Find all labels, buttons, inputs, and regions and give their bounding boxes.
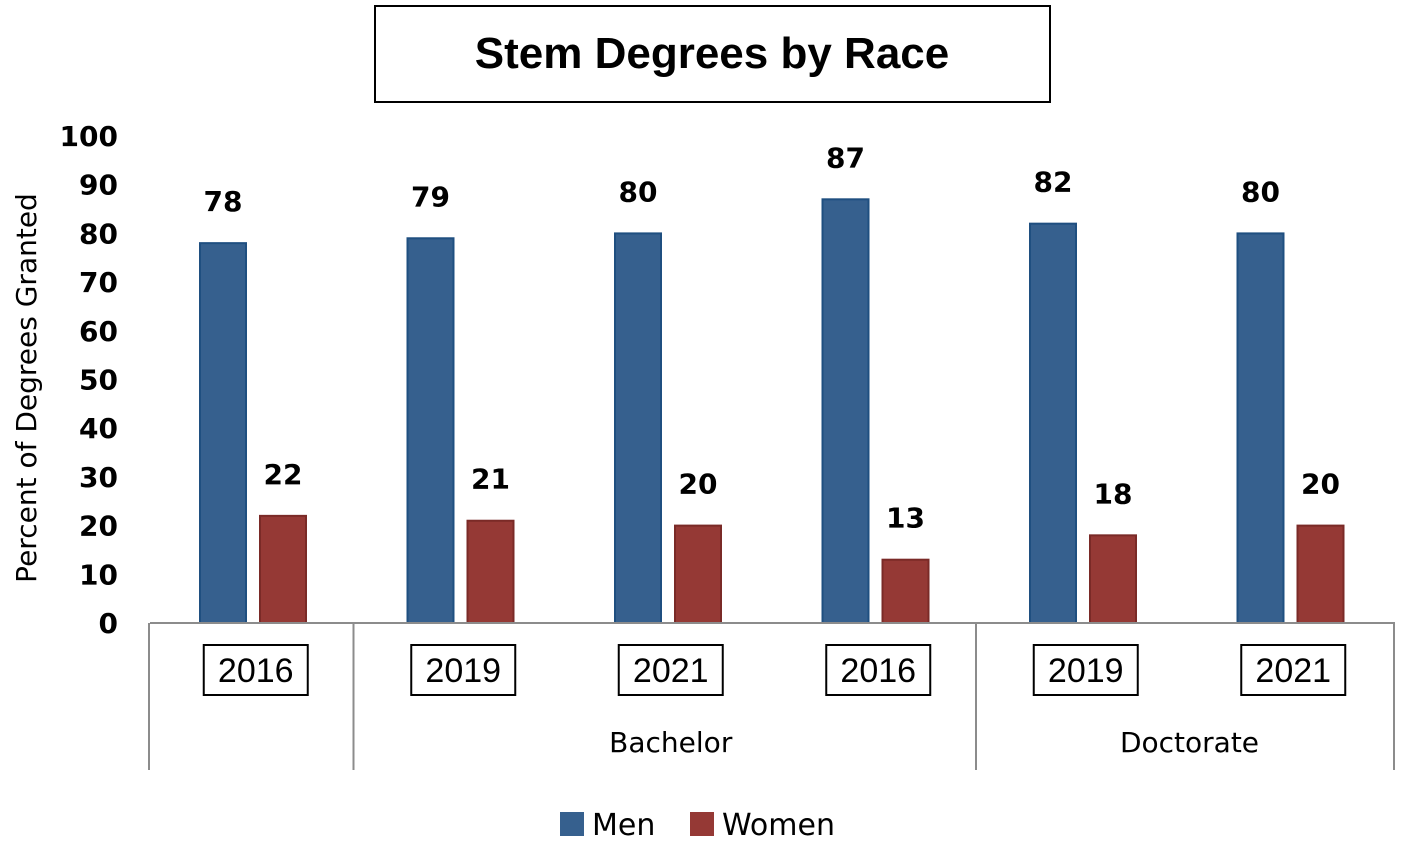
bar-women-3	[881, 558, 930, 625]
category-box	[825, 644, 932, 696]
y-tick-label: 0	[99, 607, 118, 640]
category-label: 2021	[1255, 652, 1331, 690]
bar-women-2	[674, 524, 722, 624]
legend: Men Women	[560, 808, 835, 843]
y-tick-label: 30	[79, 461, 118, 494]
y-tick-label: 10	[79, 558, 118, 591]
data-label: 18	[1094, 477, 1133, 510]
group-label: Doctorate	[1120, 726, 1259, 759]
bar-women-4	[1089, 534, 1137, 625]
bar-women-1	[466, 519, 515, 624]
category-label: 2016	[840, 652, 916, 690]
y-tick-label: 80	[79, 217, 118, 250]
category-label: 2016	[218, 652, 294, 690]
category-box	[1240, 644, 1347, 696]
y-tick-label: 90	[79, 169, 118, 202]
legend-label: Men	[592, 808, 655, 843]
chart-title-box: Stem Degrees by Race	[374, 5, 1051, 103]
bar-men-4	[1029, 222, 1077, 624]
bar-women-0	[259, 514, 307, 624]
data-label: 87	[826, 141, 865, 174]
y-tick-label: 40	[79, 412, 118, 445]
legend-swatch-men	[560, 812, 584, 836]
data-label: 20	[1301, 468, 1340, 501]
x-axis: 2016 2019 2021 2016 2019 2021 Bachelor Doctorat…	[148, 622, 1395, 770]
data-label: 82	[1034, 166, 1073, 199]
bars: 78 22 79 21 80 20 87 13 82 18 80 20	[199, 141, 1345, 625]
y-tick-label: 50	[79, 364, 118, 397]
bar-men-3	[821, 198, 870, 624]
y-tick-label: 60	[79, 315, 118, 348]
data-label: 79	[411, 180, 450, 213]
y-tick-label: 70	[79, 266, 118, 299]
legend-label: Women	[722, 808, 835, 843]
bar-women-5	[1296, 524, 1345, 624]
bar-men-5	[1236, 232, 1285, 624]
legend-swatch-women	[690, 812, 714, 836]
group-label: Bachelor	[609, 726, 733, 759]
bar-men-2	[614, 232, 662, 624]
data-label: 21	[471, 463, 510, 496]
category-box	[617, 644, 724, 696]
data-label: 80	[1241, 175, 1280, 208]
y-tick-label: 20	[79, 510, 118, 543]
bar-men-0	[199, 242, 247, 624]
data-label: 13	[886, 502, 925, 535]
category-label: 2019	[425, 652, 501, 690]
data-label: 78	[204, 185, 243, 218]
category-box	[202, 644, 309, 696]
y-axis-label: Percent of Degrees Granted	[10, 193, 43, 583]
category-box	[410, 644, 517, 696]
data-label: 80	[619, 175, 658, 208]
data-label: 20	[679, 468, 718, 501]
category-box	[1032, 644, 1139, 696]
data-label: 22	[264, 458, 303, 491]
chart-title: Stem Degrees by Race	[475, 29, 949, 78]
bar-men-1	[406, 237, 455, 625]
y-tick-label: 100	[60, 120, 118, 153]
category-label: 2019	[1048, 652, 1124, 690]
y-axis-ticks: 0 10 20 30 40 50 60 70 80 90 100	[60, 120, 118, 640]
category-label: 2021	[633, 652, 709, 690]
